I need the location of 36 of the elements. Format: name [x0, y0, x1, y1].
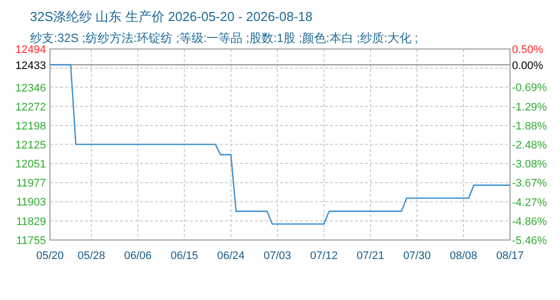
x-tick-label: 07/03	[264, 250, 292, 262]
y2-tick-label: -1.88%	[512, 120, 548, 132]
x-tick-label: 06/06	[124, 250, 152, 262]
chart-title: 32S涤纶纱 山东 生产价 2026-05-20 - 2026-08-18	[30, 9, 313, 24]
x-tick-label: 05/28	[78, 250, 106, 262]
y2-tick-label: -4.86%	[512, 216, 548, 228]
ref-line-label: 12433	[15, 60, 46, 72]
y-tick-label: 12346	[15, 82, 46, 94]
y2-tick-label: 0.50%	[512, 44, 544, 56]
y2-tick-label: -3.08%	[512, 158, 548, 171]
y-tick-label: 11755	[16, 235, 46, 247]
y2-tick-label: -5.46%	[512, 235, 548, 247]
y-tick-label: 11829	[16, 216, 46, 228]
x-tick-label: 05/20	[36, 250, 64, 262]
x-tick-label: 06/24	[217, 250, 245, 262]
x-tick-label: 07/21	[356, 250, 384, 262]
y2-tick-label: 0.00%	[512, 60, 544, 72]
x-tick-label: 08/17	[496, 250, 524, 262]
y2-tick-label: -1.29%	[512, 101, 548, 114]
x-tick-label: 08/08	[450, 250, 478, 262]
y-tick-label: 12272	[15, 101, 46, 114]
y-tick-label: 12198	[15, 120, 46, 133]
y-tick-label: 12051	[15, 158, 46, 170]
y-tick-label: 12494	[15, 44, 46, 56]
y2-tick-label: -4.27%	[512, 196, 548, 209]
y2-tick-label: -3.67%	[512, 178, 548, 190]
chart-subtitle: 纱支:32S ;纺纱方法:环锭纺 ;等级:一等品 ;股数:1股 ;颜色:本白 ;纱质:大化 ;	[30, 31, 418, 45]
y-tick-label: 11977	[16, 178, 46, 190]
line-series	[49, 64, 511, 225]
x-tick-label: 07/30	[403, 250, 431, 262]
y2-tick-label: -2.48%	[512, 140, 548, 152]
x-tick-label: 07/12	[310, 250, 338, 262]
y-tick-label: 12125	[15, 139, 46, 152]
y-tick-label: 11903	[16, 196, 46, 209]
y2-tick-label: -0.69%	[512, 82, 548, 94]
x-tick-label: 06/15	[170, 250, 198, 262]
